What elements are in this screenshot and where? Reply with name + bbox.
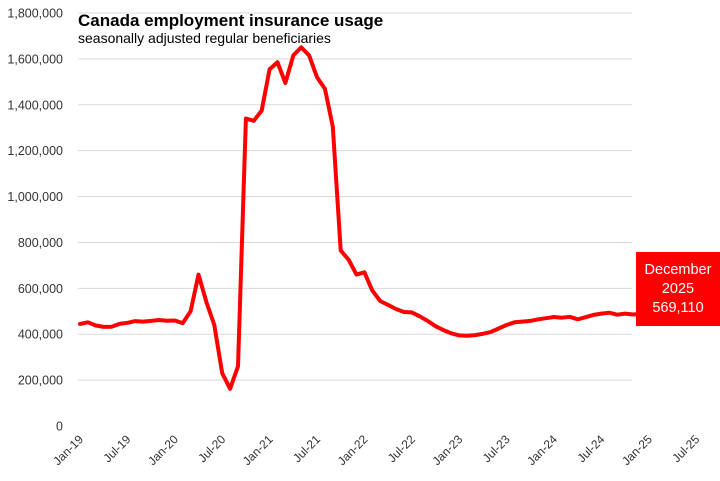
callout-value: 569,110 <box>652 299 704 316</box>
x-tick-label: Jul-20 <box>195 432 228 465</box>
gridlines <box>78 12 632 381</box>
y-tick-label: 1,800,000 <box>7 7 63 21</box>
x-tick-label: Jul-21 <box>290 432 323 465</box>
callout-month: December <box>644 261 712 278</box>
x-tick-label: Jan-23 <box>429 432 465 468</box>
y-tick-label: 800,000 <box>18 236 63 250</box>
y-tick-label: 1,000,000 <box>7 190 63 204</box>
y-tick-label: 1,200,000 <box>7 144 63 158</box>
x-tick-label: Jul-23 <box>480 432 513 465</box>
chart-subtitle: seasonally adjusted regular beneficiarie… <box>78 30 331 46</box>
y-axis-tick-labels: 0 200,000 400,000 600,000 800,000 1,000,000 1,… <box>7 7 63 434</box>
callout-year: 2025 <box>661 280 695 297</box>
x-tick-label: Jul-25 <box>669 432 702 465</box>
x-tick-label: Jan-25 <box>619 432 655 468</box>
x-axis-tick-labels: Jan-19 Jul-19 Jan-20 Jul-20 Jan-21 Jul-21 Jan-… <box>50 432 702 468</box>
y-tick-label: 200,000 <box>18 374 63 388</box>
chart-title: Canada employment insurance usage <box>78 11 383 30</box>
latest-value-callout: December 2025 569,110 <box>636 252 720 326</box>
x-tick-label: Jul-22 <box>385 432 418 465</box>
x-tick-label: Jul-24 <box>575 432 608 465</box>
x-tick-label: Jul-19 <box>101 432 134 465</box>
y-tick-label: 600,000 <box>18 282 63 296</box>
x-tick-label: Jan-19 <box>50 432 86 468</box>
y-tick-label: 1,600,000 <box>7 52 63 66</box>
series-line-0 <box>78 45 720 391</box>
x-tick-label: Jan-22 <box>335 432 371 468</box>
y-tick-label: 0 <box>56 420 63 434</box>
series-lines <box>78 45 720 391</box>
x-tick-label: Jan-20 <box>145 432 181 468</box>
y-tick-label: 1,400,000 <box>7 98 63 112</box>
y-tick-label: 400,000 <box>18 328 63 342</box>
x-tick-label: Jan-24 <box>524 432 560 468</box>
x-tick-label: Jan-21 <box>240 432 276 468</box>
